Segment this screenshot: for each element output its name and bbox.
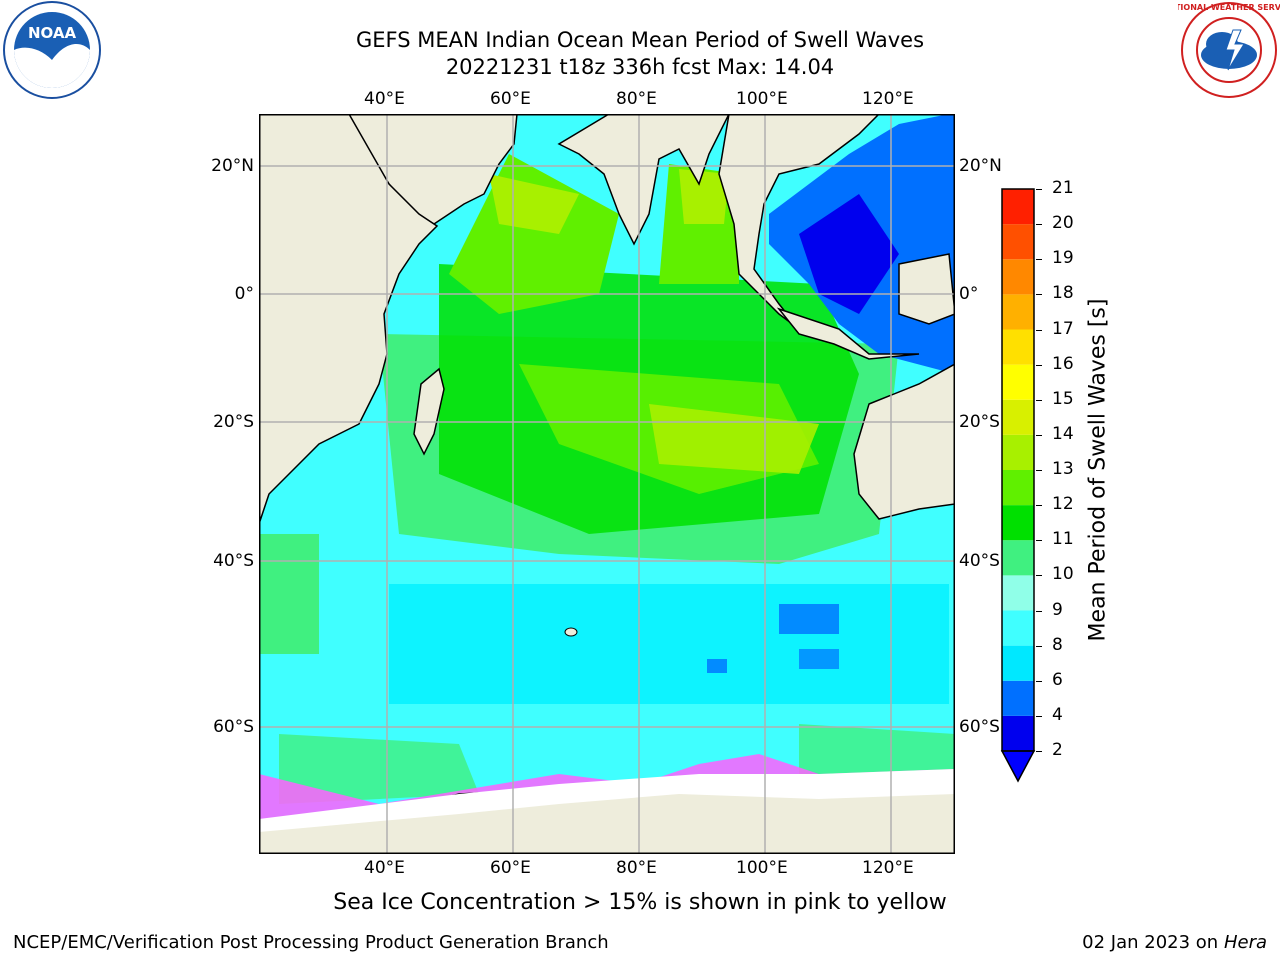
- colorbar-tick-label: 12: [1052, 494, 1074, 515]
- colorbar-swatch: [1002, 329, 1034, 365]
- colorbar-tick-mark: [1036, 364, 1042, 366]
- colorbar-tick-label: 9: [1052, 599, 1063, 620]
- chart-title: GEFS MEAN Indian Ocean Mean Period of Sw…: [355, 28, 925, 52]
- lon-tick-bottom: 40°E: [364, 858, 405, 878]
- colorbar-swatch: [1002, 680, 1034, 716]
- colorbar-tick-mark: [1036, 610, 1042, 612]
- colorbar-tick-label: 2: [1052, 740, 1063, 760]
- colorbar-tick-label: 4: [1052, 704, 1063, 725]
- colorbar-tick-mark: [1036, 575, 1042, 577]
- colorbar-tick-mark: [1036, 294, 1042, 296]
- colorbar-title: Mean Period of Swell Waves [s]: [1085, 298, 1111, 642]
- colorbar-tick-mark: [1036, 715, 1042, 717]
- colorbar-tick-mark: [1036, 680, 1042, 682]
- colorbar-swatch: [1002, 224, 1034, 260]
- lon-tick-top: 120°E: [862, 89, 914, 109]
- colorbar-tick-label: 15: [1052, 388, 1074, 409]
- colorbar-swatch: [1002, 434, 1034, 470]
- lon-tick-bottom: 80°E: [616, 858, 657, 878]
- colorbar-tick-mark: [1036, 189, 1042, 190]
- lat-tick-left: 0°: [234, 284, 254, 304]
- colorbar-swatches: [1000, 188, 1036, 783]
- colorbar-swatch: [1002, 610, 1034, 646]
- sea-ice-caption: Sea Ice Concentration > 15% is shown in …: [333, 890, 947, 915]
- colorbar-tick-mark: [1036, 470, 1042, 471]
- footer-date: 02 Jan 2023 on Hera: [1082, 932, 1267, 953]
- colorbar-frame: [1001, 188, 1035, 752]
- colorbar-tick-label: 11: [1052, 529, 1074, 550]
- colorbar-tick-mark: [1036, 540, 1042, 542]
- lat-tick-left: 20°N: [211, 156, 254, 176]
- colorbar-swatch: [1002, 470, 1034, 506]
- nws-logo-text: NATIONAL WEATHER SERVICE: [1178, 3, 1280, 12]
- lat-tick-right: 60°S: [959, 717, 1000, 737]
- colorbar-tick-label: 8: [1052, 634, 1063, 655]
- colorbar-tick-label: 6: [1052, 669, 1063, 690]
- chart-subtitle: 20221231 t18z 336h fcst Max: 14.04: [445, 55, 835, 79]
- lat-tick-right: 20°S: [959, 412, 1000, 432]
- colorbar-tick-label: 21: [1052, 178, 1074, 198]
- footer-date-text: 02 Jan 2023 on: [1082, 932, 1219, 953]
- colorbar-tick-mark: [1036, 434, 1042, 436]
- colorbar-tick-label: 18: [1052, 283, 1074, 304]
- lon-tick-bottom: 100°E: [736, 858, 788, 878]
- colorbar-tick-label: 10: [1052, 564, 1074, 585]
- lon-tick-top: 60°E: [490, 89, 531, 109]
- lon-tick-top: 100°E: [736, 89, 788, 109]
- colorbar-extend-arrow: [1000, 750, 1036, 783]
- colorbar-tick-label: 14: [1052, 423, 1074, 444]
- colorbar-swatch: [1002, 259, 1034, 295]
- colorbar-tick-label: 16: [1052, 353, 1074, 374]
- lon-tick-bottom: 120°E: [862, 858, 914, 878]
- colorbar-tick-label: 17: [1052, 318, 1074, 339]
- colorbar-swatch: [1002, 715, 1034, 751]
- colorbar-tick-mark: [1036, 399, 1042, 401]
- colorbar-swatch: [1002, 505, 1034, 541]
- colorbar-swatch: [1002, 575, 1034, 611]
- lon-tick-top: 40°E: [364, 89, 405, 109]
- colorbar-swatch: [1002, 294, 1034, 330]
- colorbar-tick-mark: [1036, 645, 1042, 647]
- lat-tick-left: 60°S: [213, 717, 254, 737]
- lat-tick-right: 40°S: [959, 551, 1000, 571]
- lat-tick-left: 40°S: [213, 551, 254, 571]
- lon-tick-bottom: 60°E: [490, 858, 531, 878]
- colorbar-swatch: [1002, 399, 1034, 435]
- colorbar-tick-mark: [1036, 224, 1042, 226]
- map-panel: [258, 113, 956, 855]
- footer-credit: NCEP/EMC/Verification Post Processing Pr…: [13, 932, 609, 953]
- colorbar-tick-mark: [1036, 329, 1042, 331]
- colorbar-tick-mark: [1036, 259, 1042, 261]
- lat-tick-right: 0°: [959, 284, 979, 304]
- colorbar-swatch: [1002, 540, 1034, 576]
- colorbar-swatch: [1002, 189, 1034, 225]
- nws-logo: NATIONAL WEATHER SERVICE: [1163, 0, 1280, 100]
- colorbar-tick-mark: [1036, 751, 1042, 752]
- colorbar-tick-label: 19: [1052, 248, 1074, 269]
- noaa-logo-text: NOAA: [28, 24, 77, 42]
- swell-period-map: [258, 113, 956, 855]
- lon-tick-top: 80°E: [616, 89, 657, 109]
- colorbar-tick-mark: [1036, 505, 1042, 507]
- colorbar-tick-label: 20: [1052, 213, 1074, 234]
- colorbar-tick-label: 13: [1052, 459, 1074, 479]
- colorbar: [1000, 188, 1036, 784]
- footer-host: Hera: [1223, 932, 1267, 953]
- lat-tick-left: 20°S: [213, 412, 254, 432]
- map-grid: [259, 114, 955, 854]
- lat-tick-right: 20°N: [959, 156, 1002, 176]
- noaa-logo: NOAA: [0, 0, 105, 100]
- colorbar-swatch: [1002, 645, 1034, 681]
- colorbar-swatch: [1002, 364, 1034, 400]
